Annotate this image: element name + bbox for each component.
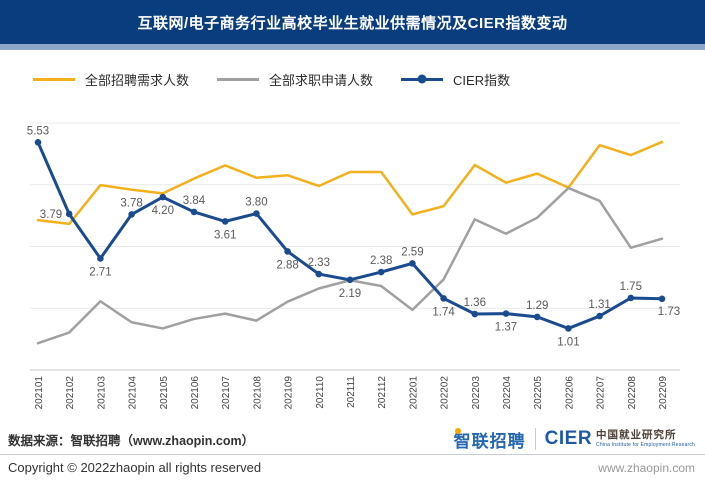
cier-data-label: 2.19 [339, 288, 361, 300]
cier-point-marker [128, 211, 135, 218]
chart-legend: 全部招聘需求人数 全部求职申请人数 CIER指数 [33, 66, 538, 92]
cier-logo-chinese-name: 中国就业研究所 [596, 429, 677, 442]
cier-point-marker [221, 218, 229, 225]
cier-data-label: 1.36 [464, 297, 486, 309]
page-title: 互联网/电子商务行业高校毕业生就业供需情况及CIER指数变动 [137, 14, 568, 32]
series-line-0 [36, 140, 664, 226]
cier-data-label: 1.73 [658, 306, 680, 318]
x-tick-label: 202202 [440, 376, 451, 410]
x-tick-label: 202201 [408, 376, 419, 410]
x-tick-label: 202111 [346, 376, 357, 408]
legend-item-2: CIER指数 [401, 70, 510, 89]
legend-item-1: 全部求职申请人数 [217, 70, 373, 89]
cier-data-label: 1.31 [588, 299, 610, 311]
x-tick-label: 202102 [65, 376, 76, 410]
title-bar: 互联网/电子商务行业高校毕业生就业供需情况及CIER指数变动 [0, 0, 705, 44]
x-tick-label: 202207 [596, 376, 607, 410]
legend-swatch-icon [217, 77, 260, 81]
x-tick-label: 202105 [159, 376, 170, 410]
logo-separator [534, 428, 536, 450]
legend-swatch-icon [33, 77, 75, 81]
line-chart: 5.53 3.79 2.71 3.78 4.20 3.84 3.61 3.80 2.88 2.33… [27, 122, 680, 410]
cier-point-marker [253, 210, 260, 217]
cier-logo-text-column: 中国就业研究所 China Institute for Employment R… [596, 430, 695, 448]
cier-data-label: 2.71 [89, 266, 111, 278]
x-tick-label: 202107 [221, 376, 232, 410]
cier-data-label: 3.61 [214, 229, 236, 241]
legend-item-0: 全部招聘需求人数 [33, 70, 189, 89]
footer-logos: 智联招聘 CIER 中国就业研究所 China Institute for Em… [454, 425, 695, 453]
x-tick-label: 202108 [252, 376, 263, 410]
x-tick-label: 202205 [533, 376, 544, 410]
x-tick-label: 202109 [284, 376, 295, 410]
x-tick-label: 202208 [627, 376, 638, 410]
cier-point-marker [315, 270, 323, 278]
series-line-2 [36, 140, 664, 330]
copyright-text: Copyright © 2022zhaopin all rights reser… [8, 460, 262, 475]
x-tick-label: 202206 [564, 376, 575, 410]
cier-point-marker [471, 310, 479, 318]
title-bar-accent-strip [0, 44, 705, 50]
x-tick-label: 202104 [128, 376, 139, 410]
zhaopin-logo-yellow-dot-icon [454, 427, 461, 434]
x-tick-label: 202204 [502, 376, 513, 410]
cier-point-marker [658, 295, 666, 303]
cier-logo-english-name: China Institute for Employment Research [596, 441, 695, 448]
cier-data-label: 3.80 [245, 197, 267, 209]
x-tick-label: 202103 [96, 376, 107, 410]
cier-point-marker [409, 260, 416, 267]
cier-data-label: 1.29 [526, 300, 548, 312]
x-tick-label: 202112 [377, 376, 388, 409]
cier-point-marker [533, 313, 541, 321]
x-tick-label: 202106 [190, 376, 201, 410]
cier-data-label: 3.79 [40, 209, 62, 221]
cier-data-label: 5.53 [27, 125, 49, 137]
cier-data-label: 2.38 [370, 255, 392, 267]
cier-data-label: 1.75 [620, 281, 642, 293]
x-tick-label: 202101 [34, 376, 45, 410]
cier-data-label: 1.01 [557, 336, 579, 348]
x-tick-label: 202110 [315, 376, 326, 409]
cier-data-label: 3.78 [120, 197, 142, 209]
cier-data-label: 2.33 [308, 257, 330, 269]
cier-point-marker [159, 193, 167, 201]
cier-data-label: 3.84 [183, 195, 206, 207]
zhaopin-logo-text: 智联招聘 [453, 431, 526, 451]
cier-point-marker [440, 295, 447, 302]
cier-data-label: 2.88 [276, 259, 298, 271]
cier-data-label: 1.74 [432, 306, 455, 318]
cier-logo-acronym: CIER [544, 428, 593, 449]
x-tick-label: 202209 [658, 376, 669, 410]
footer-divider-line [0, 454, 705, 455]
cier-point-marker [596, 312, 603, 320]
cier-point-marker [346, 276, 354, 284]
legend-swatch-icon [401, 74, 444, 84]
cier-point-marker [34, 139, 42, 146]
cier-point-marker [627, 294, 635, 302]
legend-label: 全部招聘需求人数 [85, 72, 190, 88]
cier-point-marker [284, 248, 291, 255]
data-source-note: 数据来源：智联招聘（www.zhaopin.com） [8, 434, 255, 448]
legend-label: 全部求职申请人数 [269, 72, 374, 88]
cier-data-label: 4.20 [152, 205, 174, 217]
cier-data-label: 1.37 [495, 322, 517, 334]
cier-point-marker [65, 210, 73, 218]
cier-logo: CIER 中国就业研究所 China Institute for Employm… [545, 428, 695, 450]
website-text: www.zhaopin.com [598, 461, 695, 475]
legend-dot-icon [417, 74, 427, 84]
cier-point-marker [97, 255, 104, 262]
legend-label: CIER指数 [453, 72, 511, 88]
x-tick-label: 202203 [471, 376, 482, 410]
cier-point-marker [190, 208, 198, 216]
cier-data-label: 2.59 [401, 246, 423, 258]
cier-point-marker [502, 310, 510, 317]
chart-area: 5.53 3.79 2.71 3.78 4.20 3.84 3.61 3.80 2.88 2.33… [0, 95, 705, 440]
zhaopin-logo: 智联招聘 [454, 427, 526, 452]
cier-point-marker [377, 268, 385, 276]
cier-point-marker [565, 325, 572, 332]
